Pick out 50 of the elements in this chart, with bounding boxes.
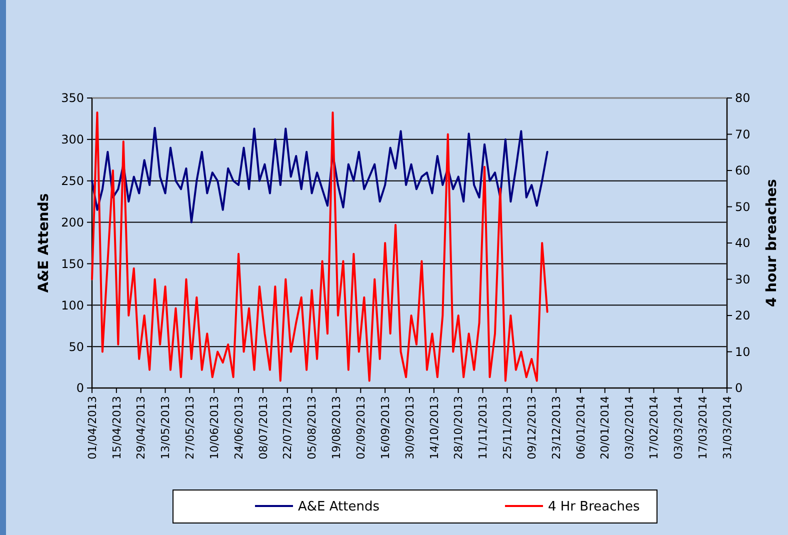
y-tick-label: 350 (61, 91, 84, 106)
y-tick-label: 300 (61, 132, 84, 147)
x-tick-label: 17/03/2014 (696, 396, 710, 460)
x-tick-label: 16/09/2013 (378, 396, 392, 460)
x-tick-label: 02/09/2013 (354, 396, 368, 460)
x-tick-label: 19/08/2013 (330, 396, 344, 460)
y2-tick-label: 0 (735, 381, 743, 396)
y2-tick-label: 30 (735, 272, 750, 286)
x-tick-label: 28/10/2013 (452, 396, 466, 460)
x-tick-label: 01/04/2013 (86, 396, 99, 460)
x-tick-label: 05/08/2013 (306, 396, 319, 460)
x-tick-label: 22/07/2013 (281, 396, 294, 460)
y2-tick-label: 10 (735, 344, 750, 359)
y2-axis-title: 4 hour breaches (764, 179, 780, 307)
line-series (91, 126, 548, 224)
y-tick-label: 150 (61, 256, 84, 271)
y2-tick-label: 40 (735, 236, 750, 250)
x-tick-label: 11/11/2013 (476, 396, 490, 460)
x-tick-label: 27/05/2013 (184, 396, 197, 460)
y-tick-label: 200 (61, 215, 84, 230)
legend-label: 4 Hr Breaches (548, 500, 640, 515)
y-tick-label: 250 (61, 174, 84, 188)
y2-tick-label: 20 (735, 308, 750, 323)
x-tick-label: 09/12/2013 (525, 396, 538, 460)
y2-tick-label: 60 (735, 164, 750, 178)
x-tick-label: 20/01/2014 (598, 396, 612, 460)
x-tick-label: 10/06/2013 (208, 396, 221, 460)
x-tick-label: 29/04/2013 (134, 396, 148, 460)
y-tick-label: 50 (68, 340, 84, 354)
legend-label: A&E Attends (298, 500, 380, 515)
x-tick-label: 14/10/2013 (428, 396, 441, 460)
x-tick-label: 30/09/2013 (403, 396, 416, 460)
x-tick-label: 13/05/2013 (159, 396, 172, 460)
x-tick-label: 25/11/2013 (501, 396, 514, 460)
x-tick-label: 03/02/2014 (623, 396, 636, 460)
y2-tick-label: 50 (735, 200, 750, 214)
y-tick-label: 100 (61, 298, 84, 312)
y-axis-title: A&E Attends (36, 193, 52, 293)
x-tick-label: 23/12/2013 (550, 396, 563, 460)
y-tick-label: 0 (76, 381, 84, 396)
x-tick-label: 08/07/2013 (256, 396, 270, 460)
x-tick-label: 15/04/2013 (110, 396, 124, 460)
y2-tick-label: 80 (735, 91, 750, 106)
x-tick-label: 06/01/2014 (574, 396, 588, 460)
x-tick-label: 03/03/2014 (672, 396, 686, 460)
line-series (91, 112, 548, 382)
x-tick-label: 24/06/2013 (232, 396, 246, 460)
y2-tick-label: 70 (735, 127, 750, 142)
x-tick-label: 17/02/2014 (648, 396, 661, 460)
x-tick-label: 31/03/2014 (720, 396, 734, 460)
